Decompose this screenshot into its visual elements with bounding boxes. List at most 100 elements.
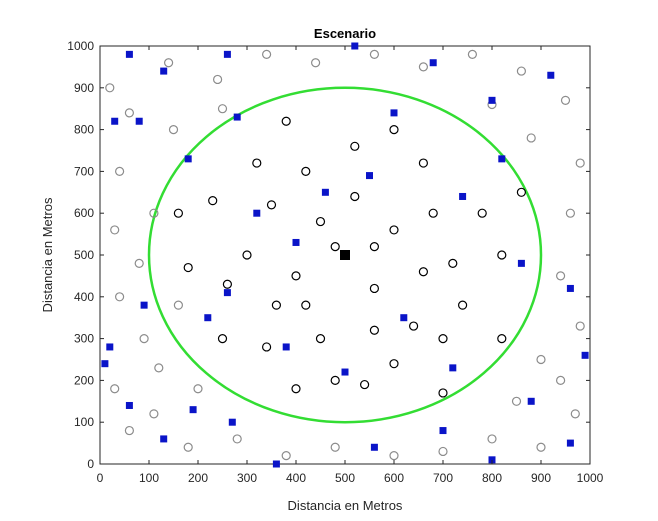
coverage-circle	[147, 86, 543, 424]
outside-point	[173, 300, 183, 310]
inside-point	[266, 200, 277, 210]
inside-point	[418, 267, 428, 277]
inside-point	[360, 379, 370, 390]
x-tick-label: 1000	[577, 471, 604, 485]
outside-point	[536, 442, 546, 452]
selected-point	[459, 192, 467, 200]
inside-point	[418, 158, 428, 168]
outside-point	[511, 396, 522, 406]
inside-point	[173, 208, 183, 218]
outside-point	[114, 166, 125, 176]
outside-point	[330, 442, 340, 452]
outside-point	[134, 258, 144, 268]
inside-point	[242, 250, 252, 260]
outside-point	[418, 62, 428, 72]
outside-point	[565, 208, 576, 218]
outside-point	[262, 49, 272, 59]
selected-point	[566, 439, 574, 447]
inside-point	[271, 300, 281, 310]
inside-point	[350, 141, 360, 151]
outside-point	[232, 434, 242, 444]
selected-point	[125, 50, 133, 58]
selected-point	[390, 109, 398, 117]
x-tick-label: 500	[335, 471, 355, 485]
outside-point	[164, 58, 174, 68]
x-tick-label: 200	[188, 471, 208, 485]
selected-point	[111, 117, 119, 125]
selected-point	[101, 360, 109, 368]
inside-point	[301, 300, 311, 310]
outside-point	[526, 133, 536, 143]
outside-point	[369, 49, 379, 59]
inside-point	[438, 334, 448, 344]
x-tick-label: 300	[237, 471, 257, 485]
outside-point	[311, 58, 321, 68]
outside-point	[114, 292, 125, 302]
inside-point	[497, 334, 507, 344]
inside-point	[389, 359, 399, 369]
outside-point	[438, 446, 448, 457]
selected-point	[449, 364, 457, 372]
outside-point	[575, 158, 585, 168]
inside-point	[428, 208, 438, 218]
inside-point	[516, 187, 527, 197]
outside-point	[487, 434, 497, 444]
inside-point	[369, 283, 379, 294]
inside-point	[369, 325, 379, 335]
selected-point	[160, 67, 168, 75]
outside-point	[105, 83, 115, 93]
outside-point	[110, 225, 120, 235]
inside-point	[330, 242, 340, 252]
x-tick-label: 600	[384, 471, 404, 485]
inside-point	[208, 196, 218, 206]
y-tick-label: 400	[74, 290, 94, 304]
inside-point	[291, 384, 301, 394]
inside-point	[301, 166, 311, 176]
selected-point	[488, 96, 496, 104]
x-tick-label: 0	[97, 471, 104, 485]
selected-point	[366, 172, 373, 180]
selected-point	[272, 460, 280, 468]
outside-point	[154, 363, 164, 373]
selected-point	[498, 155, 506, 163]
outside-point	[560, 95, 571, 105]
inside-point	[477, 208, 487, 218]
selected-point	[370, 443, 378, 451]
selected-point	[429, 59, 437, 67]
outside-point	[281, 451, 291, 461]
y-tick-label: 500	[74, 248, 94, 262]
outside-point	[570, 409, 580, 419]
inside-point	[350, 191, 360, 202]
selected-point	[135, 117, 143, 125]
outside-point	[149, 208, 159, 218]
selected-point	[321, 188, 329, 196]
outside-point	[575, 321, 585, 331]
inside-point	[217, 334, 228, 344]
x-tick-label: 800	[482, 471, 502, 485]
y-tick-label: 100	[74, 415, 94, 429]
outside-point	[149, 409, 159, 419]
inside-point	[183, 262, 193, 273]
ticks-layer: 0 100 200 300 400 500 600 700 800 900 1000 0 100 200 3…	[67, 39, 603, 485]
selected-point	[517, 259, 525, 267]
selected-point	[341, 368, 349, 376]
inside-point	[281, 116, 291, 126]
inside-point	[448, 258, 458, 268]
x-tick-label: 100	[139, 471, 159, 485]
x-tick-label: 400	[286, 471, 306, 485]
inside-point	[458, 300, 468, 310]
chart-title: Escenario	[314, 26, 376, 41]
selected-point	[223, 289, 231, 297]
selected-point	[160, 435, 168, 443]
x-axis-label: Distancia en Metros	[288, 498, 403, 513]
selected-point	[566, 284, 574, 292]
y-tick-label: 300	[74, 332, 94, 346]
inside-point	[330, 375, 340, 385]
selected-point	[106, 343, 114, 351]
selected-point	[204, 314, 212, 322]
selected-point	[282, 343, 290, 351]
y-axis-label: Distancia en Metros	[40, 197, 55, 312]
inside-point	[409, 321, 419, 331]
outside-point	[168, 125, 179, 135]
